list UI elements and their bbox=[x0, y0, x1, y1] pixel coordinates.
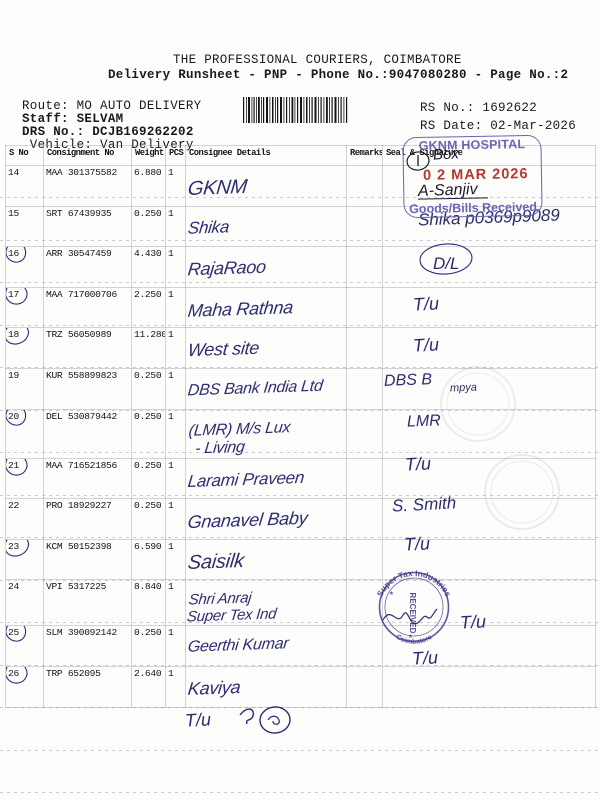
svg-text:★: ★ bbox=[389, 589, 394, 598]
svg-text:Coimbatore: Coimbatore bbox=[395, 634, 434, 646]
svg-text:★: ★ bbox=[408, 632, 413, 641]
svg-text:RECEIVED: RECEIVED bbox=[408, 593, 417, 634]
